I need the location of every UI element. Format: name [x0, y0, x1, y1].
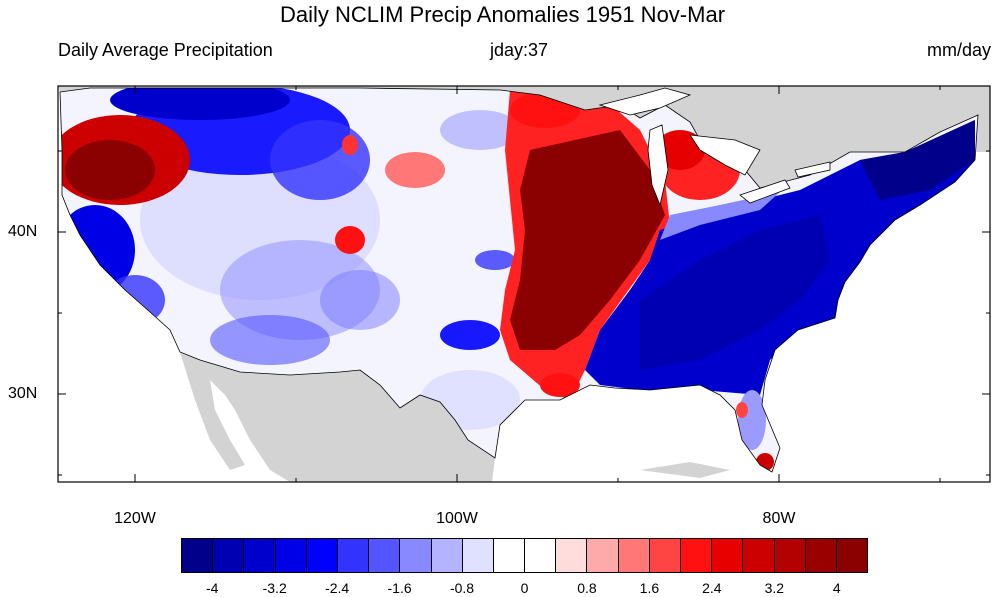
colorbar-box	[587, 539, 619, 572]
lake-superior	[598, 87, 692, 116]
map-frame	[57, 85, 991, 483]
left-string: Daily Average Precipitation	[58, 40, 273, 60]
lon-label-120w: 120W	[114, 510, 156, 527]
colorbar-box	[306, 539, 338, 572]
colorbar-box	[556, 539, 588, 572]
lon-ticks	[134, 86, 941, 482]
colorbar-label: 1.6	[639, 580, 660, 596]
center-string: jday:37	[490, 40, 549, 60]
colorbar-box	[213, 539, 245, 572]
colorbar-label: -2.4	[325, 580, 350, 596]
lat-label-30n: 30N	[8, 385, 38, 402]
colorbar-box	[681, 539, 713, 572]
colorbar-box	[275, 539, 307, 572]
colorbar-box	[743, 539, 775, 572]
lake-huron	[689, 134, 761, 176]
colorbar-box	[805, 539, 837, 572]
right-string: mm/day	[926, 40, 991, 60]
lake-erie	[739, 179, 791, 204]
colorbar-box	[244, 539, 276, 572]
colorbar-box	[182, 539, 214, 572]
colorbar-label: 0.8	[577, 580, 597, 596]
colorbar-label: 2.4	[702, 580, 722, 596]
colorbar-box	[493, 539, 526, 572]
lake-michigan	[647, 124, 669, 207]
island-land	[640, 462, 730, 478]
colorbar-label: 0	[520, 580, 529, 596]
lon-label-80w: 80W	[762, 510, 796, 527]
colorbar-label: -3.2	[262, 580, 287, 596]
lat-ticks	[58, 150, 990, 476]
lake-ontario	[794, 161, 831, 178]
colorbar-box	[712, 539, 744, 572]
colorbar-box	[649, 539, 681, 572]
colorbar-box	[337, 539, 370, 572]
colorbar-box	[462, 539, 494, 572]
colorbar-label: -1.6	[387, 580, 412, 596]
colorbar-box	[525, 539, 557, 572]
colorbar-label: -0.8	[449, 580, 475, 596]
colorbar-box	[618, 539, 650, 572]
colorbar-box	[369, 539, 401, 572]
lon-label-100w: 100W	[436, 510, 478, 527]
colorbar-box	[836, 539, 868, 572]
colorbar-box	[431, 539, 463, 572]
canada-land	[58, 86, 990, 188]
plot-title: Daily NCLIM Precip Anomalies 1951 Nov-Ma…	[279, 2, 726, 27]
colorbar	[181, 538, 868, 573]
mexico-land	[180, 352, 495, 482]
colorbar-label: 3.2	[764, 580, 785, 596]
colorbar-label: 4	[832, 580, 841, 596]
lat-label-40n: 40N	[8, 223, 38, 240]
colorbar-label: -4	[205, 580, 219, 596]
colorbar-box	[774, 539, 806, 572]
colorbar-box	[400, 539, 432, 572]
